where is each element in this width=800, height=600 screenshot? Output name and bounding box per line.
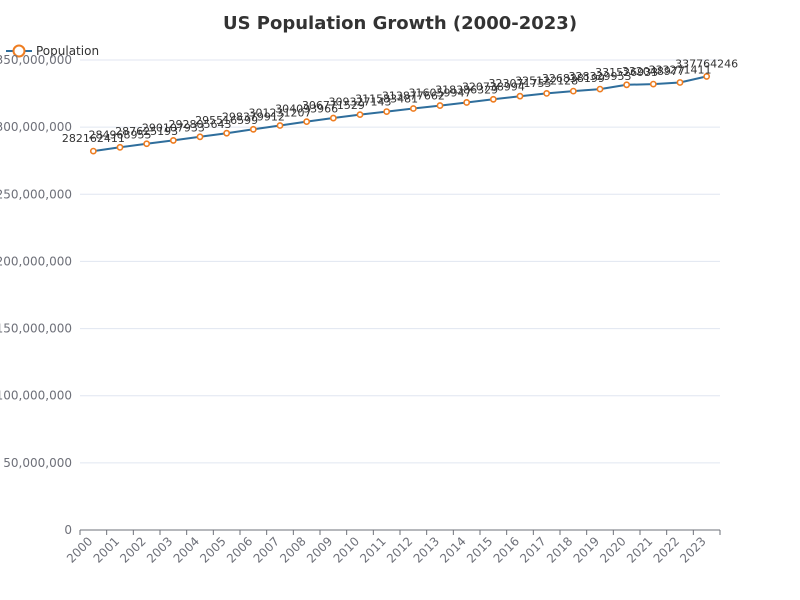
data-label: 328329953 — [569, 70, 632, 83]
x-tick-label: 2001 — [91, 534, 122, 565]
data-label: 284968955 — [89, 128, 152, 141]
y-tick-label: 0 — [64, 523, 72, 537]
y-tick-label: 150,000,000 — [0, 322, 72, 336]
data-point[interactable] — [356, 111, 364, 119]
data-label: 304093966 — [275, 103, 338, 116]
x-tick-label: 2011 — [357, 534, 388, 565]
data-label: 333271411 — [649, 63, 712, 76]
data-point[interactable] — [276, 122, 284, 129]
data-label: 326838199 — [542, 72, 605, 85]
data-point[interactable] — [436, 102, 444, 109]
x-tick-label: 2008 — [277, 534, 308, 565]
data-point[interactable] — [196, 133, 204, 141]
data-label: 316059947 — [409, 87, 472, 100]
x-tick-label: 2018 — [544, 534, 575, 565]
data-label: 309327143 — [329, 96, 392, 109]
data-point[interactable] — [143, 140, 151, 148]
data-label: 337764246 — [675, 57, 738, 70]
data-label: 301231207 — [249, 106, 312, 119]
grid-layer — [80, 59, 720, 464]
data-label: 318386329 — [435, 83, 498, 96]
data-label: 292805643 — [169, 118, 232, 131]
x-tick-label: 2019 — [571, 534, 602, 565]
data-point[interactable] — [489, 95, 497, 103]
y-tick-label: 100,000,000 — [0, 389, 72, 403]
legend[interactable]: Population — [6, 44, 99, 58]
data-label: 290107933 — [142, 121, 205, 134]
x-tick-label: 2004 — [171, 534, 202, 565]
legend-label: Population — [36, 44, 99, 58]
data-label: 325122128 — [515, 74, 578, 87]
x-tick-label: 2016 — [491, 534, 522, 565]
data-point[interactable] — [569, 87, 577, 95]
x-tick-label: 2003 — [144, 534, 175, 565]
data-label: 320738994 — [462, 80, 525, 93]
x-tick-label: 2023 — [677, 534, 708, 565]
y-tick-label: 300,000,000 — [0, 120, 72, 134]
data-label: 295516599 — [195, 114, 258, 127]
y-tick-label: 250,000,000 — [0, 187, 72, 201]
x-tick-label: 2007 — [251, 534, 282, 565]
data-point[interactable] — [329, 114, 337, 122]
x-tick-label: 2012 — [384, 534, 415, 565]
data-point[interactable] — [223, 129, 231, 137]
data-label: 332048977 — [622, 65, 685, 78]
chart-title: US Population Growth (2000-2023) — [223, 13, 577, 34]
x-tick-label: 2013 — [411, 534, 442, 565]
data-point[interactable] — [249, 125, 257, 133]
data-point[interactable] — [89, 147, 97, 155]
y-tick-label: 50,000,000 — [3, 456, 72, 470]
data-label: 306771529 — [302, 99, 365, 112]
data-point[interactable] — [169, 137, 177, 144]
x-tick-label: 2015 — [464, 534, 495, 565]
y-tick-label: 200,000,000 — [0, 254, 72, 268]
data-point[interactable] — [463, 99, 471, 106]
data-label: 323071755 — [489, 77, 552, 90]
series-line — [93, 75, 707, 153]
data-point[interactable] — [649, 80, 657, 88]
data-point[interactable] — [623, 81, 631, 89]
data-point[interactable] — [596, 85, 604, 93]
x-tick-label: 2022 — [651, 534, 682, 565]
data-label: 313877662 — [382, 90, 445, 103]
x-tick-label: 2017 — [517, 534, 548, 565]
data-label-layer: 2821624112849689552876251932901079332928… — [62, 57, 738, 145]
x-tick-label: 2021 — [624, 534, 655, 565]
data-label: 282162411 — [62, 132, 125, 145]
legend-marker-icon — [12, 44, 26, 58]
data-point[interactable] — [303, 118, 311, 126]
x-tick-label: 2009 — [304, 534, 335, 565]
data-point[interactable] — [703, 73, 711, 80]
data-point[interactable] — [383, 108, 391, 115]
x-tick-label: 2005 — [197, 534, 228, 565]
series-layer — [89, 73, 711, 155]
data-point[interactable] — [543, 90, 551, 97]
x-tick-label: 2020 — [597, 534, 628, 565]
data-label: 331526933 — [595, 66, 658, 79]
x-tick-label: 2010 — [331, 534, 362, 565]
data-label: 287625193 — [115, 125, 178, 138]
y-tick-label: 350,000,000 — [0, 53, 72, 67]
data-point[interactable] — [516, 92, 524, 100]
data-label: 298379912 — [222, 110, 285, 123]
data-label: 311583481 — [355, 93, 418, 106]
x-tick-label: 2000 — [64, 534, 95, 565]
data-point[interactable] — [116, 143, 124, 151]
data-point[interactable] — [409, 105, 417, 112]
x-tick-label: 2006 — [224, 534, 255, 565]
x-tick-label: 2014 — [437, 534, 468, 565]
x-tick-label: 2002 — [117, 534, 148, 565]
data-point[interactable] — [676, 79, 684, 86]
